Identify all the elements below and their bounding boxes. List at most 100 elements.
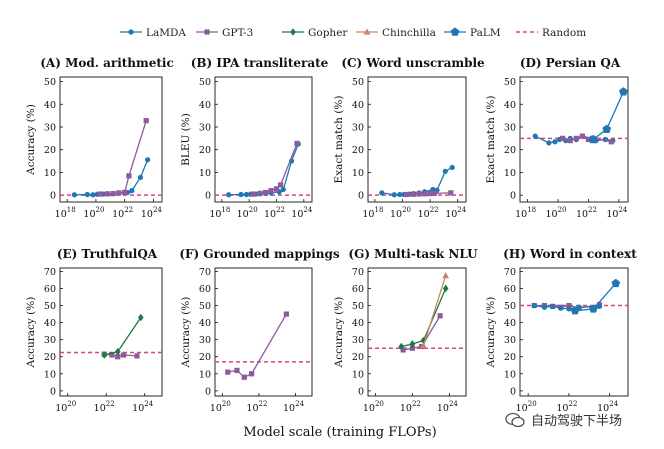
x-tick-label: 1024 [606, 206, 628, 220]
x-tick-label: 1020 [546, 206, 567, 220]
series-line [104, 353, 138, 358]
data-point [566, 306, 572, 312]
y-tick-label: 70 [44, 267, 56, 278]
legend-label: Chinchilla [382, 27, 436, 39]
y-axis-label: BLEU (%) [180, 113, 192, 166]
series-line [227, 313, 287, 379]
series-line [74, 159, 149, 196]
y-tick-label: 20 [352, 145, 364, 156]
axes-frame [214, 267, 313, 397]
y-tick-label: 20 [504, 352, 516, 363]
y-tick-label: 60 [352, 284, 364, 295]
series-palm [588, 87, 628, 144]
y-tick-label: 60 [504, 284, 516, 295]
axes-frame [59, 76, 163, 203]
y-tick-label: 40 [44, 100, 56, 111]
y-tick-label: 40 [44, 318, 56, 329]
legend-label: LaMDA [146, 27, 186, 39]
data-point [110, 190, 116, 197]
series-gpt-3 [225, 311, 289, 380]
data-point [397, 191, 403, 198]
y-tick-label: 30 [352, 123, 364, 134]
series-gpt-3 [250, 140, 300, 197]
axes-frame [214, 76, 313, 203]
y-tick-label: 0 [510, 191, 516, 202]
x-tick-label: 1022 [400, 400, 421, 414]
legend-marker [204, 29, 210, 35]
y-tick-label: 30 [352, 335, 364, 346]
data-point [283, 311, 289, 317]
data-point [437, 313, 443, 319]
data-point [531, 302, 537, 309]
data-point [71, 192, 77, 198]
data-point [532, 133, 538, 139]
data-point [262, 189, 269, 196]
legend-item-gopher: Gopher [282, 27, 348, 39]
y-tick-label: 30 [199, 335, 211, 346]
data-point [448, 190, 454, 196]
x-tick-label: 1022 [264, 206, 285, 220]
y-tick-label: 20 [352, 352, 364, 363]
data-point [143, 118, 149, 124]
y-tick-label: 30 [504, 335, 516, 346]
data-point [114, 347, 121, 356]
series-chinchilla [420, 272, 450, 349]
data-point [294, 140, 300, 146]
x-tick-label: 1020 [83, 206, 104, 220]
data-point [400, 347, 406, 353]
data-point [409, 345, 415, 351]
y-tick-label: 10 [504, 369, 516, 380]
y-axis-label: Accuracy (%) [25, 297, 37, 369]
axes-frame [367, 76, 467, 203]
axes-frame [367, 267, 467, 397]
x-tick-label: 1024 [597, 400, 619, 414]
x-tick-label: 1020 [390, 206, 411, 220]
y-tick-label: 40 [352, 100, 364, 111]
data-point [109, 352, 115, 358]
data-point [138, 313, 144, 322]
x-axis-label: Model scale (training FLOPs) [243, 425, 436, 440]
data-point [602, 124, 612, 133]
data-point [137, 174, 144, 181]
y-tick-label: 30 [44, 335, 56, 346]
x-tick-label: 1024 [291, 206, 313, 220]
data-point [126, 173, 132, 179]
legend-item-gpt-3: GPT-3 [196, 27, 253, 39]
data-point [570, 306, 580, 315]
data-point [416, 191, 422, 197]
y-tick-label: 50 [504, 301, 516, 312]
y-tick-label: 10 [199, 369, 211, 380]
legend-label: Random [542, 27, 586, 39]
data-point [409, 340, 416, 348]
y-axis-label: Exact match (%) [485, 96, 497, 184]
y-tick-label: 20 [44, 145, 56, 156]
data-point [541, 304, 548, 310]
y-tick-label: 20 [44, 352, 56, 363]
y-tick-label: 70 [352, 267, 364, 278]
data-point [238, 191, 244, 198]
y-tick-label: 10 [504, 168, 516, 179]
data-point [90, 192, 96, 198]
series-gpt-3 [97, 118, 149, 197]
data-point [379, 190, 385, 196]
series-line [422, 275, 447, 346]
data-point [104, 191, 111, 197]
data-point [234, 367, 240, 373]
series-line [401, 288, 447, 348]
x-tick-label: 1018 [362, 206, 383, 220]
legend-item-chinchilla: Chinchilla [356, 27, 436, 39]
data-point [559, 135, 566, 141]
y-tick-label: 0 [205, 386, 211, 397]
data-point [442, 284, 449, 293]
data-point [134, 353, 140, 359]
data-point [588, 134, 598, 144]
y-tick-label: 60 [199, 284, 211, 295]
data-point [398, 342, 405, 351]
y-axis-label: Accuracy (%) [333, 297, 345, 369]
y-tick-label: 30 [504, 123, 516, 134]
